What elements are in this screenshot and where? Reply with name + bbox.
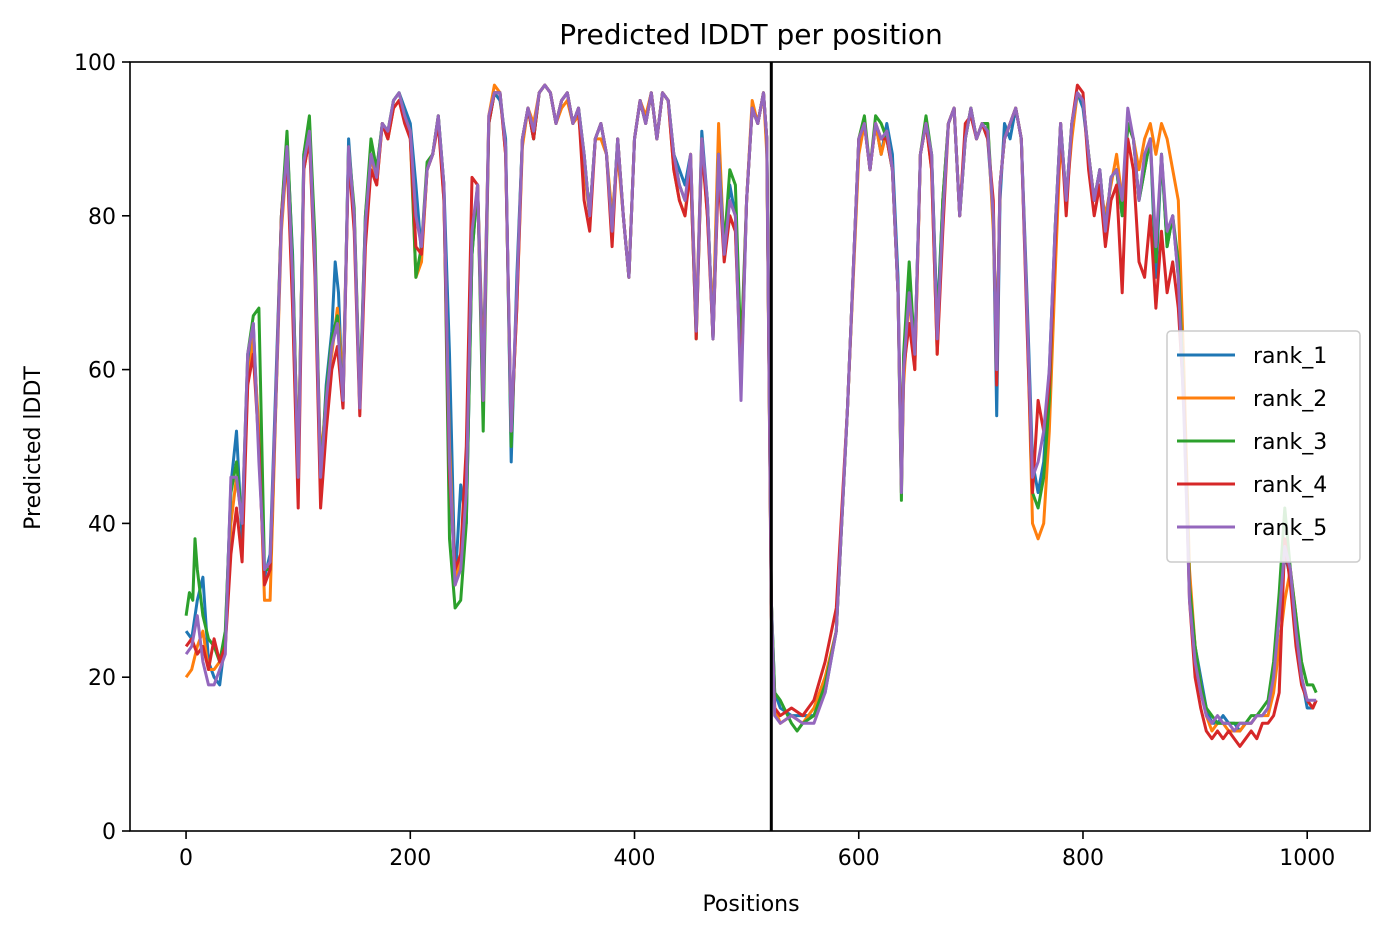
legend-label-rank_4: rank_4 (1253, 473, 1327, 498)
legend-label-rank_2: rank_2 (1253, 387, 1327, 412)
x-tick-label: 1000 (1279, 846, 1335, 871)
x-tick-label: 400 (614, 846, 656, 871)
legend-label-rank_5: rank_5 (1253, 516, 1327, 541)
plot-frame (129, 61, 1371, 832)
legend-box (1166, 330, 1361, 563)
y-tick-label: 0 (102, 820, 116, 845)
legend-label-rank_1: rank_1 (1253, 344, 1327, 369)
y-tick-label: 80 (88, 205, 116, 230)
y-tick-label: 100 (74, 51, 116, 76)
x-axis-label: Positions (702, 892, 799, 917)
series-line-rank_5 (184, 83, 1317, 733)
y-tick-label: 60 (88, 359, 116, 384)
chart-title: Predicted lDDT per position (559, 18, 943, 51)
legend: rank_1 rank_2 rank_3 rank_4 rank_5 (1166, 330, 1361, 563)
plot-area (184, 62, 1318, 831)
series-line-rank_3 (184, 83, 1318, 733)
y-tick-label: 20 (88, 666, 116, 691)
series-line-rank_4 (184, 83, 1318, 748)
series-line-rank_2 (184, 83, 1318, 733)
axes: 0 200 400 600 800 1000 0 20 40 60 80 100 (74, 51, 1371, 871)
x-tick-label: 600 (838, 846, 880, 871)
x-tick-label: 200 (389, 846, 431, 871)
series-line-rank_1 (184, 83, 1318, 733)
legend-label-rank_3: rank_3 (1253, 430, 1327, 455)
y-tick-label: 40 (88, 512, 116, 537)
x-tick-label: 800 (1062, 846, 1104, 871)
x-tick-label: 0 (179, 846, 193, 871)
y-axis-label: Predicted lDDT (21, 366, 46, 530)
